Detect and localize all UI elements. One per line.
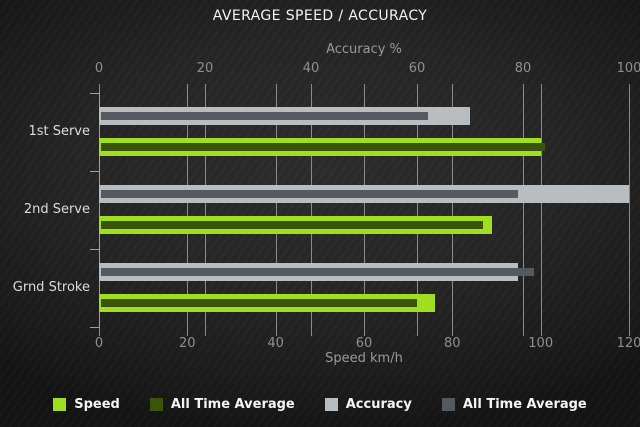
bottom-axis-tick-label: 0 bbox=[94, 336, 104, 351]
bottom-gridline bbox=[364, 84, 365, 336]
top-axis-title: Accuracy % bbox=[326, 42, 402, 57]
legend-swatch-all-time-average bbox=[441, 398, 455, 411]
legend-label-all-time-average: All Time Average bbox=[462, 397, 587, 412]
legend-item-speed: Speed bbox=[53, 397, 120, 412]
accuracy-alltime-bar-1st-serve bbox=[101, 112, 428, 120]
top-axis-tick-label: 40 bbox=[302, 61, 320, 76]
category-label-2nd-serve: 2nd Serve bbox=[23, 202, 90, 217]
legend-item-all-time-average: All Time Average bbox=[441, 397, 587, 412]
bottom-axis-tick-label: 80 bbox=[444, 336, 461, 351]
top-axis-tick-label: 100 bbox=[616, 61, 640, 76]
legend-item-accuracy: Accuracy bbox=[324, 397, 412, 412]
legend-swatch-accuracy bbox=[324, 398, 338, 411]
category-axis-line bbox=[99, 93, 100, 327]
category-axis-tick bbox=[90, 327, 99, 328]
bottom-gridline bbox=[187, 84, 189, 336]
bottom-axis-title: Speed km/h bbox=[325, 351, 403, 366]
top-axis-tick-label: 20 bbox=[196, 61, 214, 76]
top-gridline bbox=[311, 84, 312, 336]
bottom-axis-tick-label: 20 bbox=[179, 336, 196, 351]
category-axis-tick bbox=[90, 249, 99, 250]
bottom-axis-tick-label: 60 bbox=[355, 336, 373, 351]
top-gridline bbox=[417, 84, 418, 336]
category-label-1st-serve: 1st Serve bbox=[28, 124, 90, 139]
speed-alltime-bar-2nd-serve bbox=[101, 221, 484, 229]
speed-alltime-bar-grnd-stroke bbox=[101, 299, 417, 307]
legend-item-all-time-average: All Time Average bbox=[149, 397, 295, 412]
chart-title: AVERAGE SPEED / ACCURACY bbox=[212, 8, 428, 24]
bottom-axis-tick-label: 100 bbox=[528, 336, 554, 351]
top-gridline bbox=[523, 84, 524, 336]
top-axis-tick-label: 60 bbox=[408, 61, 426, 76]
category-axis-tick bbox=[90, 171, 99, 172]
bottom-gridline bbox=[275, 84, 277, 336]
category-label-grnd-stroke: Grnd Stroke bbox=[12, 280, 90, 295]
top-axis-tick-label: 0 bbox=[94, 61, 104, 76]
bottom-gridline bbox=[540, 84, 542, 336]
bottom-gridline bbox=[452, 84, 454, 336]
legend-label-accuracy: Accuracy bbox=[345, 397, 412, 412]
speed-alltime-bar-1st-serve bbox=[101, 143, 546, 151]
legend-label-speed: Speed bbox=[74, 397, 120, 412]
bottom-axis-tick-label: 120 bbox=[616, 336, 640, 351]
plot-area bbox=[90, 84, 630, 336]
accuracy-alltime-bar-grnd-stroke bbox=[101, 268, 534, 276]
accuracy-alltime-bar-2nd-serve bbox=[101, 190, 518, 198]
legend-swatch-speed bbox=[53, 398, 67, 411]
category-axis-tick bbox=[90, 93, 99, 94]
bottom-gridline bbox=[629, 84, 630, 336]
top-gridline bbox=[205, 84, 206, 336]
top-axis-tick-label: 80 bbox=[514, 61, 532, 76]
bottom-axis-tick-label: 40 bbox=[267, 336, 284, 351]
legend-swatch-all-time-average bbox=[149, 398, 163, 411]
legend: Speed All Time Average Accuracy All Time Av… bbox=[0, 397, 640, 412]
legend-label-all-time-average: All Time Average bbox=[170, 397, 295, 412]
